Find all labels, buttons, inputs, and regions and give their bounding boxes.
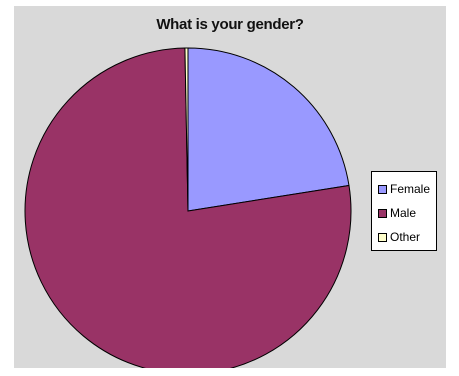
pie-slice-female <box>187 47 350 212</box>
chart-title: What is your gender? <box>156 16 304 33</box>
legend-swatch-female <box>378 184 387 194</box>
legend-item-other: Other <box>378 225 436 249</box>
legend-item-female: Female <box>378 177 436 201</box>
legend-label-other: Other <box>390 230 421 244</box>
legend: Female Male Other <box>371 171 437 251</box>
legend-label-male: Male <box>390 206 417 220</box>
legend-swatch-other <box>378 232 387 242</box>
legend-item-male: Male <box>378 201 436 225</box>
pie-slice-other <box>184 47 189 212</box>
chart-area: What is your gender? Female Male Other <box>14 6 446 368</box>
pie-chart <box>24 47 352 368</box>
legend-swatch-male <box>378 208 387 218</box>
legend-label-female: Female <box>390 182 431 196</box>
pie-slice-male <box>24 47 352 368</box>
